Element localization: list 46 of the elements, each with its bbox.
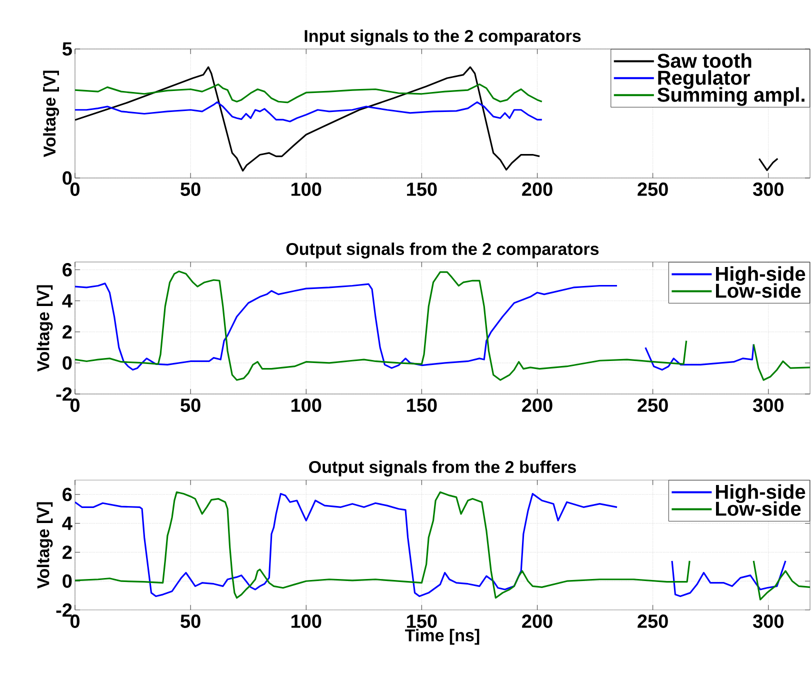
chart-title: Output signals from the 2 buffers (309, 460, 576, 476)
x-tick-label: 50 (180, 398, 200, 412)
x-tick-label: 150 (407, 398, 437, 412)
x-tick-label: 100 (291, 614, 322, 628)
x-axis-title: Time [ns] (405, 628, 480, 645)
y-tick-label: 4 (62, 516, 72, 530)
x-tick-label: 250 (638, 182, 668, 196)
y-tick-label: 0 (62, 574, 72, 588)
y-tick-label: 0 (62, 356, 72, 370)
line-series (75, 84, 543, 104)
x-tick-label: 200 (522, 182, 552, 196)
x-tick-label: 150 (407, 614, 437, 628)
y-axis-title: Voltage [V] (36, 285, 53, 372)
y-tick-label: 2 (62, 546, 72, 559)
x-tick-label: 300 (752, 398, 784, 412)
x-tick-label: 150 (407, 182, 437, 196)
x-tick-label: 50 (180, 614, 200, 628)
x-tick-label: 300 (752, 614, 784, 628)
x-tick-label: 50 (180, 182, 200, 196)
x-tick-label: 100 (291, 182, 322, 196)
x-tick-label: 250 (638, 398, 668, 412)
y-tick-label: 6 (62, 263, 72, 276)
y-tick-label: 2 (62, 325, 72, 339)
y-axis-title: Voltage [V] (36, 502, 53, 589)
legend-label: Regulator (658, 70, 750, 89)
x-tick-label: 300 (752, 182, 784, 196)
y-tick-label: -2 (56, 603, 72, 617)
legend-label: High-side (716, 266, 806, 285)
y-tick-label: -2 (56, 387, 72, 401)
legend-label: High-side (716, 484, 806, 503)
legend-label: Low-side (716, 283, 801, 298)
chart-title: Output signals from the 2 comparators (286, 242, 599, 258)
x-tick-label: 200 (522, 398, 552, 412)
x-tick-label: 250 (638, 614, 668, 628)
x-tick-label: 100 (291, 398, 322, 412)
chart-title: Input signals to the 2 comparators (304, 30, 581, 46)
legend-label: Saw tooth (657, 53, 752, 68)
y-tick-label: 5 (62, 42, 72, 56)
x-tick-label: 200 (522, 614, 552, 628)
legend-label: Low-side (716, 501, 801, 516)
y-axis-title: Voltage [V] (43, 70, 60, 158)
line-series (75, 101, 543, 122)
legend-label: Summing ampl. (657, 87, 804, 106)
y-tick-label: 4 (62, 294, 72, 308)
y-tick-label: 0 (62, 171, 72, 185)
y-tick-label: 6 (62, 488, 72, 502)
